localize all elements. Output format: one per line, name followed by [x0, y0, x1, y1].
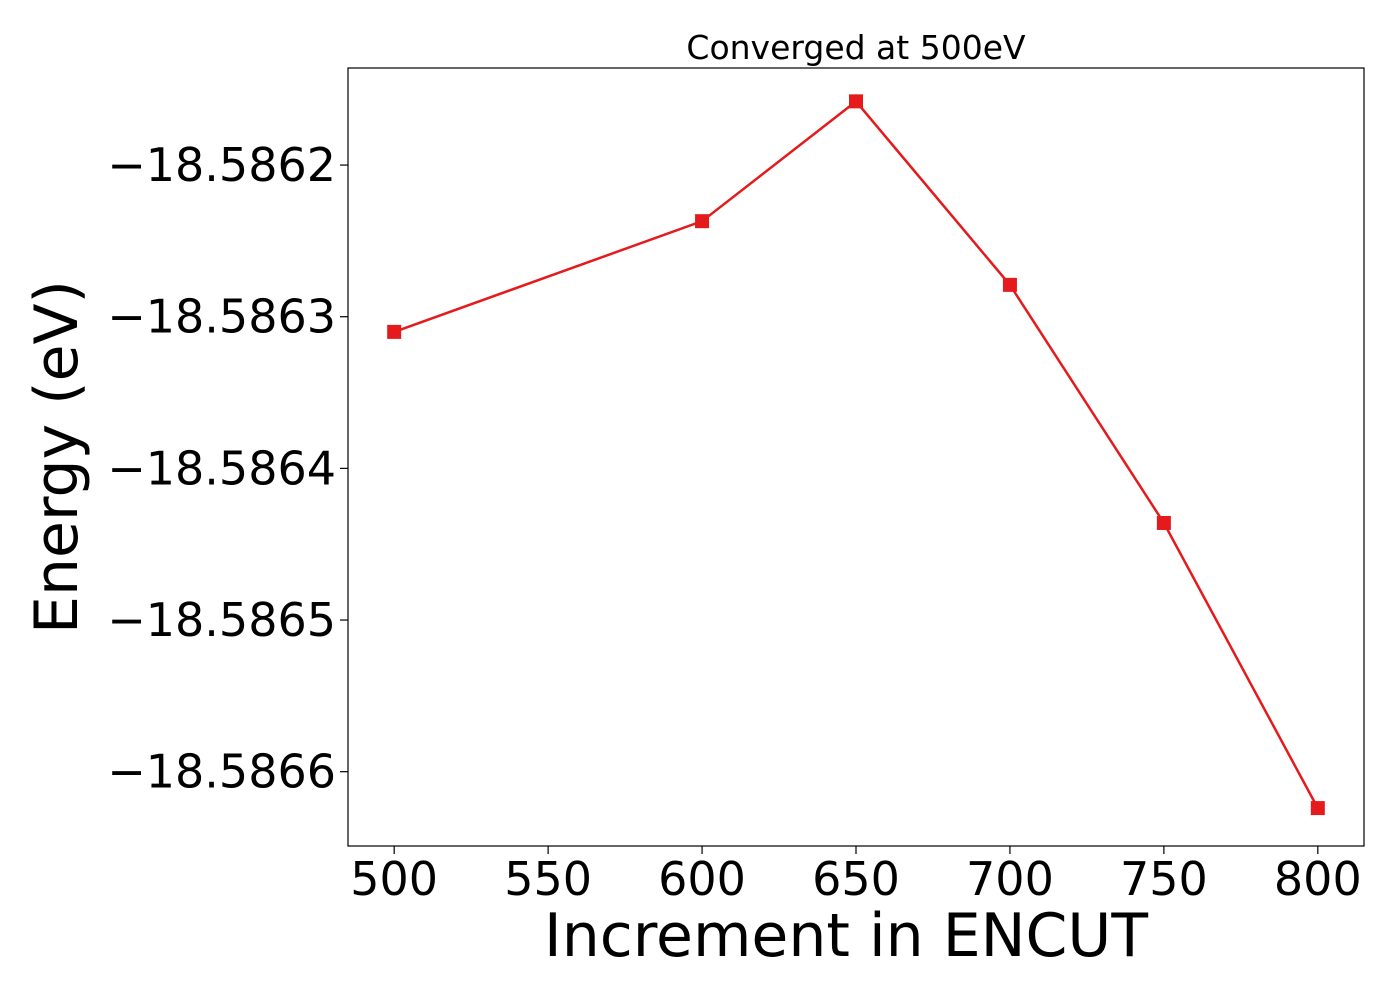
- y-tick-label: −18.5864: [107, 441, 336, 495]
- y-tick-label: −18.5866: [107, 745, 336, 799]
- series-layer: [387, 94, 1325, 816]
- series-line: [393, 99, 1319, 809]
- data-point: [1310, 801, 1325, 816]
- plot-background: [348, 68, 1364, 846]
- y-axis-label: Energy (eV): [22, 280, 92, 634]
- x-tick-label: 700: [966, 852, 1054, 906]
- data-point: [387, 324, 402, 339]
- y-axis: −18.5862 −18.5863 −18.5864 −18.5865 −18.5866: [107, 138, 348, 799]
- x-tick-label: 650: [812, 852, 900, 906]
- plot-frame: [347, 67, 1365, 847]
- x-tick-label: 750: [1120, 852, 1208, 906]
- x-tick-label: 550: [504, 852, 592, 906]
- y-tick-label: −18.5865: [107, 593, 336, 647]
- y-tick-label: −18.5863: [107, 290, 336, 344]
- y-tick-label: −18.5862: [107, 138, 336, 192]
- data-point: [1156, 515, 1171, 530]
- x-axis: 500 550 600 650 700 750 800: [350, 846, 1362, 906]
- x-tick-label: 500: [350, 852, 438, 906]
- data-point: [695, 214, 710, 229]
- x-tick-label: 800: [1274, 852, 1362, 906]
- chart-title: Converged at 500eV: [686, 28, 1026, 67]
- data-point: [849, 94, 863, 109]
- data-point: [1002, 277, 1017, 292]
- x-tick-label: 600: [658, 852, 746, 906]
- x-axis-label: Increment in ENCUT: [544, 901, 1148, 971]
